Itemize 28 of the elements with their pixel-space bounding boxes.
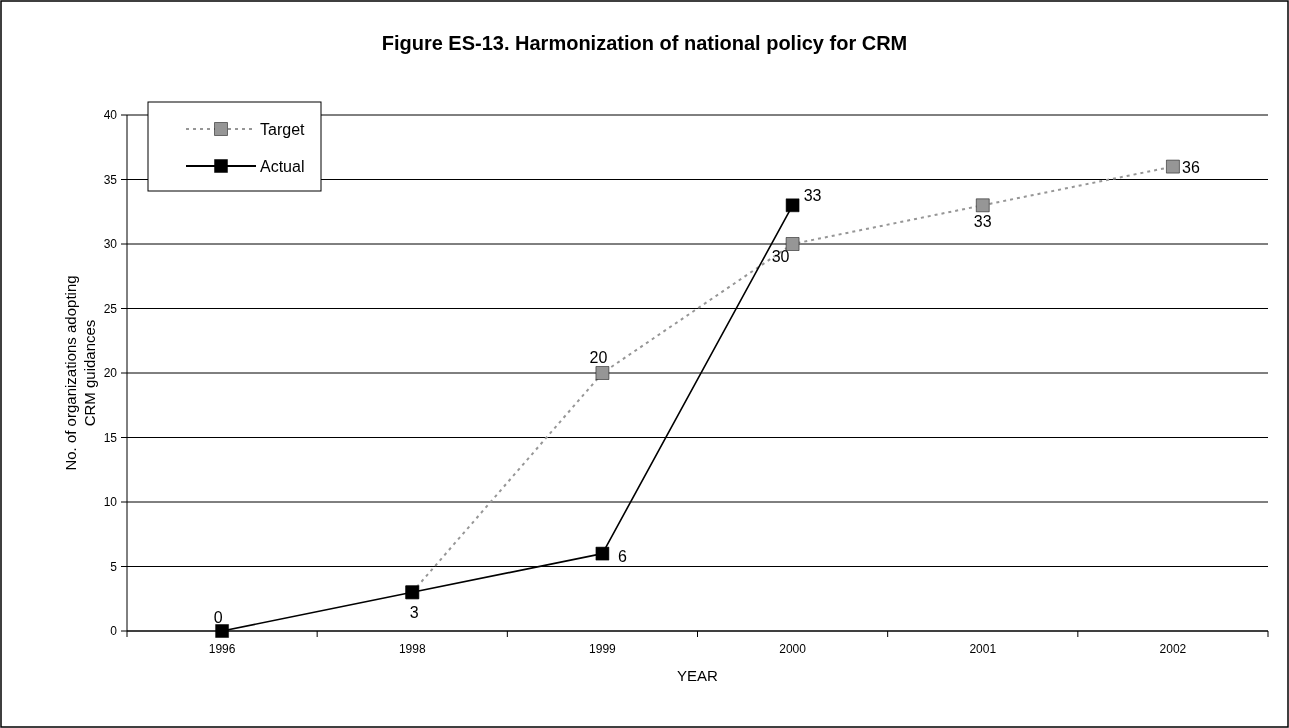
x-tick-label: 2002	[1159, 642, 1187, 656]
y-tick-label: 0	[110, 624, 118, 638]
y-tick-label: 10	[103, 495, 118, 509]
x-tick-label: 1999	[589, 642, 617, 656]
y-tick-label: 40	[103, 108, 118, 122]
data-label: 6	[617, 547, 627, 565]
legend-label: Target	[260, 121, 306, 138]
y-tick-label: 15	[103, 430, 118, 445]
x-tick-label: 1998	[398, 642, 426, 656]
chart-title: Figure ES-13. Harmonization of national policy for CRM	[381, 32, 908, 54]
data-label: 33	[803, 187, 822, 205]
y-tick-label: 20	[103, 366, 118, 380]
data-label: 30	[771, 248, 790, 265]
y-tick-label: 35	[103, 172, 118, 187]
x-axis-title: YEAR	[677, 667, 719, 684]
y-axis-title: No. of organizations adopting CRM guidances	[62, 275, 98, 471]
data-label: 20	[589, 349, 608, 366]
data-label: 33	[973, 213, 992, 231]
data-label: 0	[213, 609, 223, 626]
legend-label: Actual	[260, 158, 305, 175]
y-tick-label: 25	[103, 301, 118, 316]
x-tick-label: 2000	[779, 642, 807, 656]
y-tick-label: 5	[110, 559, 118, 574]
y-tick-label: 30	[103, 237, 118, 251]
x-tick-label: 2001	[969, 642, 997, 656]
x-tick-label: 1996	[208, 642, 236, 656]
data-label: 3	[409, 604, 419, 622]
data-label: 36	[1182, 158, 1200, 176]
